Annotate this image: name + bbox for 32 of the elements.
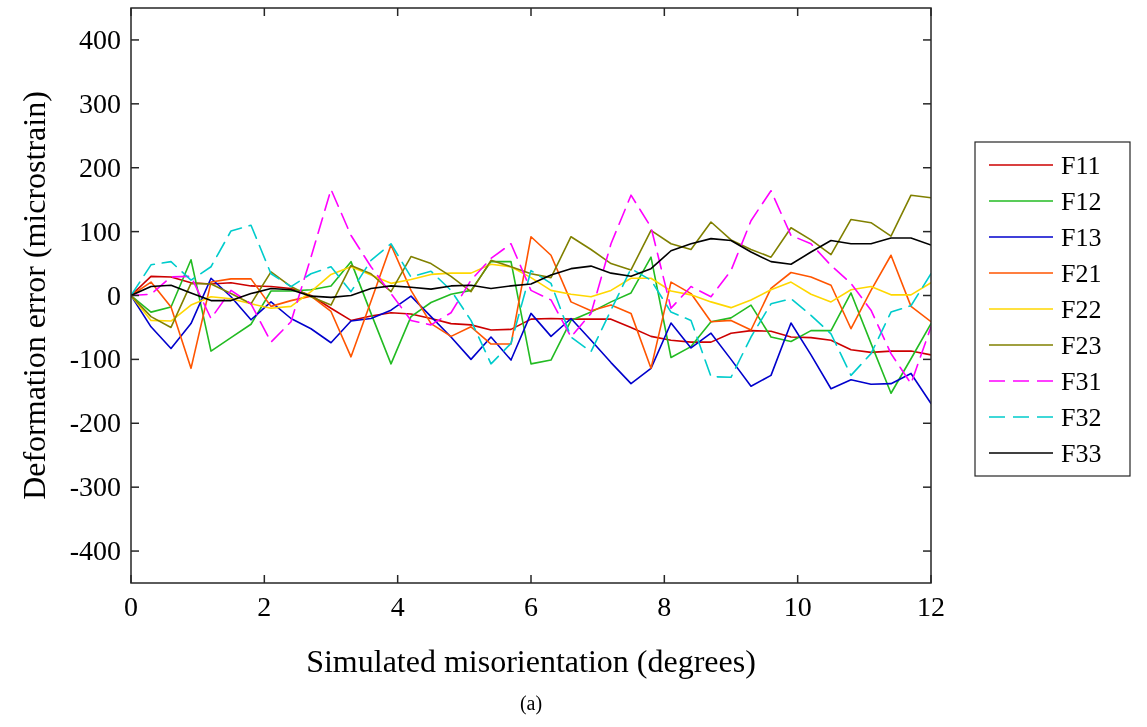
y-tick-label: 400 (79, 23, 121, 55)
y-tick-label: -400 (69, 535, 121, 567)
line-series (131, 194, 931, 329)
x-tick-label: 2 (257, 591, 272, 622)
y-tick-label: -300 (69, 471, 121, 503)
x-tick-label: 8 (657, 591, 672, 622)
legend-label: F32 (1061, 403, 1102, 432)
legend-label: F11 (1061, 151, 1101, 180)
legend-label: F22 (1061, 295, 1102, 324)
legend-label: F12 (1061, 187, 1102, 216)
y-axis-title: Deformation error (microstrain) (16, 91, 52, 500)
x-tick-label: 10 (783, 591, 812, 622)
legend-label: F33 (1061, 439, 1102, 468)
line-series (131, 277, 931, 405)
x-tick-label: 4 (390, 591, 405, 622)
y-tick-label: -100 (69, 343, 121, 375)
legend-label: F31 (1061, 367, 1102, 396)
y-tick-label: -200 (69, 407, 121, 439)
legend-label: F23 (1061, 331, 1102, 360)
y-tick-label: 100 (79, 215, 121, 247)
line-series (131, 237, 931, 302)
line-series (131, 263, 931, 322)
legend-label: F21 (1061, 259, 1102, 288)
x-tick-label: 12 (917, 591, 945, 622)
x-tick-label: 6 (524, 591, 538, 622)
text: (a) (519, 692, 543, 715)
x-axis-title: Simulated misorientation (degrees) (306, 643, 756, 679)
y-tick-label: 0 (107, 279, 121, 311)
legend-label: F13 (1061, 223, 1102, 252)
y-tick-label: 300 (79, 87, 121, 119)
y-tick-label: 200 (79, 151, 121, 183)
line-series (131, 256, 931, 395)
